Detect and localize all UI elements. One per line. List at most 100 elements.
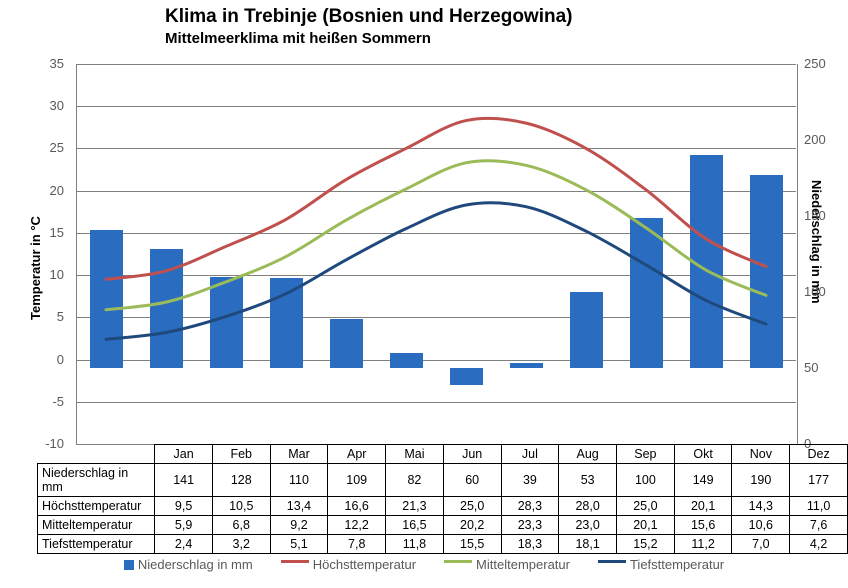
table-cell: 21,3 [386, 497, 444, 516]
table-cell: 7,8 [328, 535, 386, 554]
y-right-tick: 50 [804, 360, 844, 375]
table-cell: 28,3 [501, 497, 559, 516]
month-header: Jun [443, 445, 501, 464]
table-cell: 2,4 [155, 535, 213, 554]
table-cell: 11,8 [386, 535, 444, 554]
table-cell: 16,5 [386, 516, 444, 535]
table-cell: 6,8 [212, 516, 270, 535]
table-cell: 4,2 [790, 535, 848, 554]
legend-item: Mitteltemperatur [444, 556, 570, 572]
month-header: Feb [212, 445, 270, 464]
row-header: Mitteltemperatur [38, 516, 155, 535]
temp-lines [76, 64, 796, 444]
mean-line [106, 161, 766, 310]
table-cell: 14,3 [732, 497, 790, 516]
legend-label: Mitteltemperatur [476, 557, 570, 572]
table-cell: 13,4 [270, 497, 328, 516]
table-cell: 7,6 [790, 516, 848, 535]
y-left-tick: 5 [4, 309, 64, 324]
table-cell: 190 [732, 464, 790, 497]
month-header: Mai [386, 445, 444, 464]
table-cell: 5,9 [155, 516, 213, 535]
table-cell: 15,2 [617, 535, 675, 554]
table-cell: 12,2 [328, 516, 386, 535]
table-cell: 28,0 [559, 497, 617, 516]
chart-subtitle: Mittelmeerklima mit heißen Sommern [165, 30, 573, 47]
table-cell: 20,1 [674, 497, 732, 516]
table-cell: 23,0 [559, 516, 617, 535]
y-right-tick: 100 [804, 284, 844, 299]
bar-swatch-icon [124, 560, 134, 570]
table-cell: 128 [212, 464, 270, 497]
table-cell: 39 [501, 464, 559, 497]
row-header: Niederschlag in mm [38, 464, 155, 497]
table-cell: 10,6 [732, 516, 790, 535]
table-cell: 15,6 [674, 516, 732, 535]
y-right-tick: 150 [804, 208, 844, 223]
table-cell: 109 [328, 464, 386, 497]
month-header: Nov [732, 445, 790, 464]
table-cell: 177 [790, 464, 848, 497]
table-cell: 149 [674, 464, 732, 497]
legend-label: Tiefsttemperatur [630, 557, 724, 572]
month-header: Aug [559, 445, 617, 464]
table-cell: 9,2 [270, 516, 328, 535]
y-left-ticks: -10-505101520253035 [0, 64, 72, 444]
month-header: Jul [501, 445, 559, 464]
y-right-tick: 200 [804, 132, 844, 147]
month-header: Jan [155, 445, 213, 464]
climate-chart: { "title": "Klima in Trebinje (Bosnien u… [0, 0, 848, 588]
y-left-tick: -5 [4, 394, 64, 409]
y-right-ticks: 050100150200250 [800, 64, 844, 444]
table-cell: 15,5 [443, 535, 501, 554]
legend-item: Tiefsttemperatur [598, 556, 724, 572]
table-cell: 25,0 [443, 497, 501, 516]
y-left-tick: 15 [4, 225, 64, 240]
legend-item: Niederschlag in mm [124, 556, 253, 572]
y-left-tick: 20 [4, 183, 64, 198]
legend-label: Niederschlag in mm [138, 557, 253, 572]
table-cell: 110 [270, 464, 328, 497]
line-swatch-icon [444, 560, 472, 563]
line-swatch-icon [598, 560, 626, 563]
data-table: JanFebMarAprMaiJunJulAugSepOktNovDezNied… [37, 444, 848, 554]
y-left-tick: 25 [4, 140, 64, 155]
plot-area [76, 64, 796, 444]
month-header: Okt [674, 445, 732, 464]
table-cell: 11,2 [674, 535, 732, 554]
legend-label: Höchsttemperatur [313, 557, 416, 572]
month-header: Mar [270, 445, 328, 464]
table-cell: 5,1 [270, 535, 328, 554]
high-line [106, 118, 766, 279]
month-header: Sep [617, 445, 675, 464]
table-cell: 82 [386, 464, 444, 497]
table-cell: 18,3 [501, 535, 559, 554]
chart-title: Klima in Trebinje (Bosnien und Herzegowi… [165, 6, 573, 28]
line-swatch-icon [281, 560, 309, 563]
table-cell: 3,2 [212, 535, 270, 554]
table-cell: 11,0 [790, 497, 848, 516]
row-header: Tiefsttemperatur [38, 535, 155, 554]
table-cell: 10,5 [212, 497, 270, 516]
month-header: Dez [790, 445, 848, 464]
low-line [106, 203, 766, 340]
table-cell: 18,1 [559, 535, 617, 554]
table-cell: 20,2 [443, 516, 501, 535]
legend: Niederschlag in mm Höchsttemperatur Mittel… [0, 556, 848, 572]
table-cell: 16,6 [328, 497, 386, 516]
table-cell: 25,0 [617, 497, 675, 516]
chart-titles: Klima in Trebinje (Bosnien und Herzegowi… [165, 6, 573, 47]
y-left-tick: 0 [4, 352, 64, 367]
table-cell: 23,3 [501, 516, 559, 535]
table-cell: 9,5 [155, 497, 213, 516]
table-cell: 100 [617, 464, 675, 497]
table-cell: 53 [559, 464, 617, 497]
y-right-tick: 250 [804, 56, 844, 71]
table-cell: 20,1 [617, 516, 675, 535]
y-left-tick: 30 [4, 98, 64, 113]
row-header: Höchsttemperatur [38, 497, 155, 516]
table-cell: 60 [443, 464, 501, 497]
y-left-tick: 10 [4, 267, 64, 282]
table-cell: 141 [155, 464, 213, 497]
legend-item: Höchsttemperatur [281, 556, 416, 572]
